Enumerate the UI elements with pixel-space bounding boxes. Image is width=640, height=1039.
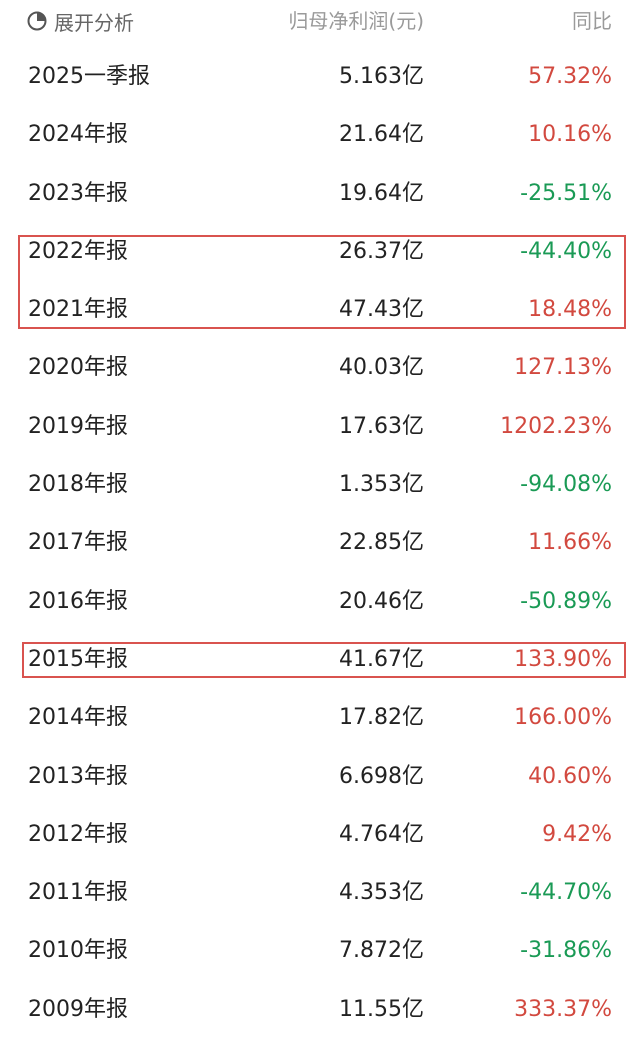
table-row[interactable]: 2011年报 4.353亿 -44.70% — [0, 864, 640, 922]
table-row[interactable]: 2019年报 17.63亿 1202.23% — [0, 398, 640, 456]
net-profit-value: 7.872亿 — [339, 938, 424, 964]
period-label: 2012年报 — [28, 821, 128, 847]
period-label: 2014年报 — [28, 705, 128, 731]
column-header-net-profit: 归母净利润(元) — [288, 9, 424, 33]
yoy-change-value: 10.16% — [528, 122, 612, 148]
net-profit-value: 17.82亿 — [339, 705, 424, 731]
yoy-change-value: 18.48% — [528, 297, 612, 323]
yoy-change-value: 1202.23% — [500, 413, 612, 439]
period-label: 2010年报 — [28, 938, 128, 964]
period-label: 2024年报 — [28, 122, 128, 148]
yoy-change-value: -94.08% — [520, 472, 612, 498]
net-profit-value: 4.764亿 — [339, 821, 424, 847]
expand-analysis-button[interactable]: 展开分析 — [26, 6, 134, 36]
period-label: 2015年报 — [28, 646, 128, 672]
net-profit-value: 40.03亿 — [339, 355, 424, 381]
period-label: 2016年报 — [28, 588, 128, 614]
period-label: 2011年报 — [28, 880, 128, 906]
table-row[interactable]: 2022年报 26.37亿 -44.40% — [0, 223, 640, 281]
net-profit-value: 26.37亿 — [339, 238, 424, 264]
net-profit-value: 41.67亿 — [339, 646, 424, 672]
yoy-change-value: -50.89% — [520, 588, 612, 614]
period-label: 2017年报 — [28, 530, 128, 556]
table-row[interactable]: 2023年报 19.64亿 -25.51% — [0, 165, 640, 223]
period-label: 2022年报 — [28, 238, 128, 264]
net-profit-value: 20.46亿 — [339, 588, 424, 614]
yoy-change-value: -31.86% — [520, 938, 612, 964]
yoy-change-value: 333.37% — [514, 996, 612, 1022]
net-profit-value: 11.55亿 — [339, 996, 424, 1022]
pie-chart-icon — [27, 11, 47, 31]
table-row[interactable]: 2024年报 21.64亿 10.16% — [0, 106, 640, 164]
yoy-change-value: 133.90% — [514, 646, 612, 672]
net-profit-value: 5.163亿 — [339, 64, 424, 89]
period-label: 2020年报 — [28, 355, 128, 381]
period-label: 2023年报 — [28, 180, 128, 206]
table-row[interactable]: 2015年报 41.67亿 133.90% — [0, 631, 640, 689]
table-row[interactable]: 2021年报 47.43亿 18.48% — [0, 281, 640, 339]
yoy-change-value: 127.13% — [514, 355, 612, 381]
table-row[interactable]: 2020年报 40.03亿 127.13% — [0, 339, 640, 397]
table-row[interactable]: 2014年报 17.82亿 166.00% — [0, 689, 640, 747]
period-label: 2009年报 — [28, 996, 128, 1022]
table-row[interactable]: 2010年报 7.872亿 -31.86% — [0, 922, 640, 980]
yoy-change-value: 57.32% — [528, 64, 612, 89]
yoy-change-value: 166.00% — [514, 705, 612, 731]
expand-analysis-label: 展开分析 — [54, 10, 134, 35]
net-profit-value: 21.64亿 — [339, 122, 424, 148]
period-label: 2021年报 — [28, 297, 128, 323]
table-row[interactable]: 2018年报 1.353亿 -94.08% — [0, 456, 640, 514]
yoy-change-value: -25.51% — [520, 180, 612, 206]
table-row[interactable]: 2013年报 6.698亿 40.60% — [0, 748, 640, 806]
net-profit-value: 4.353亿 — [339, 880, 424, 906]
period-label: 2025一季报 — [28, 64, 150, 89]
table-row[interactable]: 2016年报 20.46亿 -50.89% — [0, 573, 640, 631]
profit-table: 2025一季报 5.163亿 57.32% 2024年报 21.64亿 10.16% 202… — [0, 48, 640, 1039]
net-profit-value: 47.43亿 — [339, 297, 424, 323]
yoy-change-value: 40.60% — [528, 763, 612, 789]
net-profit-value: 19.64亿 — [339, 180, 424, 206]
period-label: 2013年报 — [28, 763, 128, 789]
net-profit-value: 22.85亿 — [339, 530, 424, 556]
yoy-change-value: -44.70% — [520, 880, 612, 906]
yoy-change-value: 9.42% — [542, 821, 612, 847]
table-row[interactable]: 2009年报 11.55亿 333.37% — [0, 981, 640, 1039]
period-label: 2018年报 — [28, 472, 128, 498]
column-header-yoy: 同比 — [572, 9, 612, 33]
yoy-change-value: 11.66% — [528, 530, 612, 556]
yoy-change-value: -44.40% — [520, 238, 612, 264]
table-row[interactable]: 2025一季报 5.163亿 57.32% — [0, 48, 640, 106]
table-row[interactable]: 2012年报 4.764亿 9.42% — [0, 806, 640, 864]
net-profit-value: 6.698亿 — [339, 763, 424, 789]
period-label: 2019年报 — [28, 413, 128, 439]
table-header: 展开分析 归母净利润(元) 同比 — [0, 0, 640, 44]
net-profit-value: 1.353亿 — [339, 472, 424, 498]
table-row[interactable]: 2017年报 22.85亿 11.66% — [0, 514, 640, 572]
net-profit-value: 17.63亿 — [339, 413, 424, 439]
